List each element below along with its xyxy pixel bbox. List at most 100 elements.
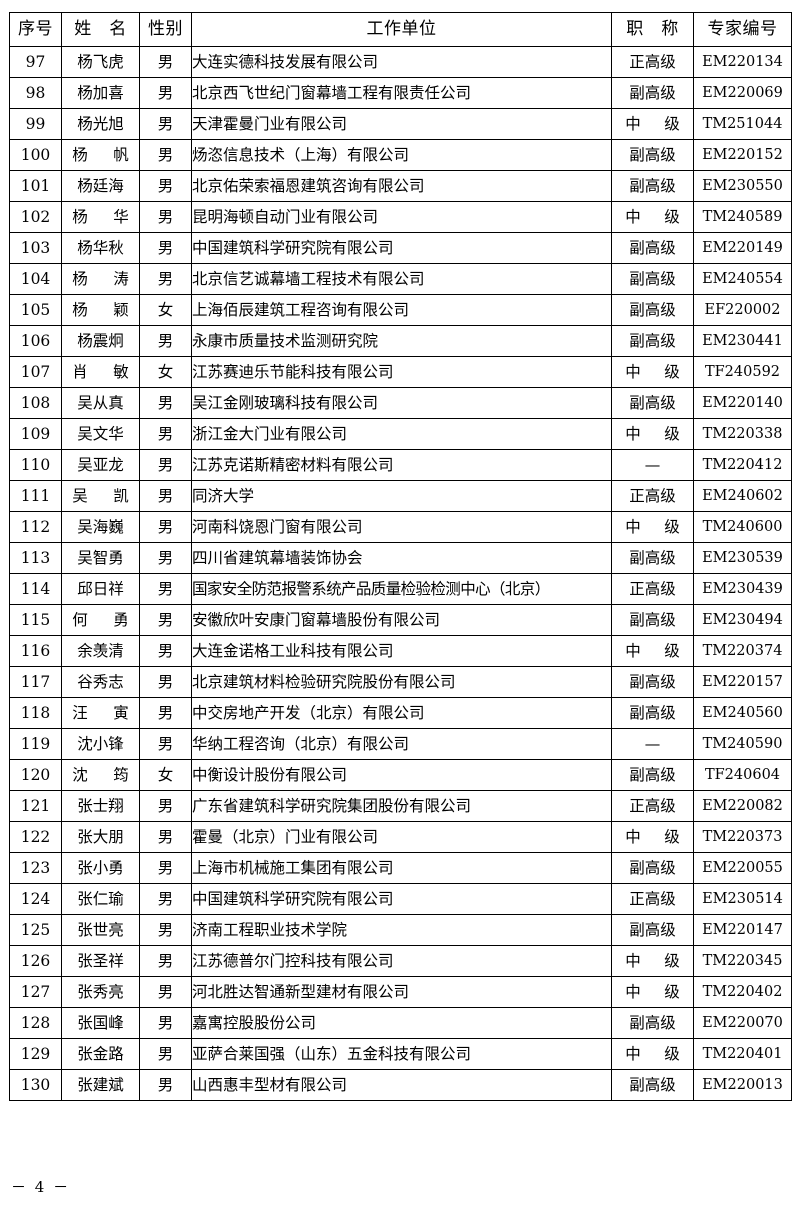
cell-title: 正高级 [611, 480, 694, 512]
cell-seq: 100 [9, 139, 62, 171]
cell-seq: 127 [9, 976, 62, 1008]
header-row: 序号 姓 名 性别 工作单位 职 称 专家编号 [9, 12, 792, 47]
cell-name: 沈 筠 [61, 759, 140, 791]
cell-title: 中 级 [611, 821, 694, 853]
table-row: 109 吴文华男浙江金大门业有限公司中 级 TM220338 [9, 418, 792, 450]
cell-name: 杨廷海 [61, 170, 140, 202]
table-row: 129 张金路男亚萨合莱国强（山东）五金科技有限公司中 级 TM220401 [9, 1038, 792, 1070]
table-row: 99 杨光旭男天津霍曼门业有限公司中 级 TM251044 [9, 108, 792, 140]
cell-title: 副高级 [611, 77, 694, 109]
cell-title: 中 级 [611, 418, 694, 450]
cell-name: 吴从真 [61, 387, 140, 419]
cell-gender: 女 [139, 759, 192, 791]
table-row: 125 张世亮男济南工程职业技术学院 副高级 EM220147 [9, 914, 792, 946]
cell-seq: 130 [9, 1069, 62, 1101]
cell-gender: 男 [139, 511, 192, 543]
table-row: 103 杨华秋男中国建筑科学研究院有限公司 副高级 EM220149 [9, 232, 792, 264]
cell-title: 副高级 [611, 759, 694, 791]
cell-org: 中交房地产开发（北京）有限公司 [191, 697, 612, 729]
cell-seq: 99 [9, 108, 62, 140]
cell-seq: 128 [9, 1007, 62, 1039]
cell-gender: 男 [139, 635, 192, 667]
cell-code: EM230441 [693, 325, 792, 357]
cell-seq: 126 [9, 945, 62, 977]
cell-gender: 男 [139, 480, 192, 512]
cell-org: 江苏德普尔门控科技有限公司 [191, 945, 612, 977]
cell-name: 杨飞虎 [61, 46, 140, 78]
column-header-title: 职 称 [611, 12, 694, 47]
cell-seq: 122 [9, 821, 62, 853]
cell-name: 张圣祥 [61, 945, 140, 977]
cell-gender: 男 [139, 232, 192, 264]
cell-org: 广东省建筑科学研究院集团股份有限公司 [191, 790, 612, 822]
cell-code: EM220082 [693, 790, 792, 822]
cell-title: 副高级 [611, 325, 694, 357]
cell-org: 上海市机械施工集团有限公司 [191, 852, 612, 884]
cell-title: 副高级 [611, 1069, 694, 1101]
cell-title: 副高级 [611, 852, 694, 884]
cell-org: 江苏赛迪乐节能科技有限公司 [191, 356, 612, 388]
table-row: 128 张国峰男嘉寓控股股份公司 副高级 EM220070 [9, 1007, 792, 1039]
cell-code: EM230539 [693, 542, 792, 574]
cell-org: 华纳工程咨询（北京）有限公司 [191, 728, 612, 760]
cell-name: 余羡清 [61, 635, 140, 667]
cell-seq: 102 [9, 201, 62, 233]
cell-seq: 118 [9, 697, 62, 729]
cell-code: TF240592 [693, 356, 792, 388]
cell-title: 中 级 [611, 356, 694, 388]
cell-title: 副高级 [611, 263, 694, 295]
cell-org: 北京信艺诚幕墙工程技术有限公司 [191, 263, 612, 295]
cell-name: 张世亮 [61, 914, 140, 946]
cell-org: 大连实德科技发展有限公司 [191, 46, 612, 78]
cell-gender: 男 [139, 666, 192, 698]
table-row: 117 谷秀志男北京建筑材料检验研究院股份有限公司 副高级 EM220157 [9, 666, 792, 698]
cell-name: 邱日祥 [61, 573, 140, 605]
cell-gender: 男 [139, 108, 192, 140]
cell-org: 吴江金刚玻璃科技有限公司 [191, 387, 612, 419]
cell-gender: 男 [139, 77, 192, 109]
cell-gender: 男 [139, 46, 192, 78]
table-row: 114 邱日祥男国家安全防范报警系统产品质量检验检测中心（北京） 正高级 EM2304… [9, 573, 792, 605]
cell-name: 何 勇 [61, 604, 140, 636]
table-row: 110 吴亚龙男江苏克诺斯精密材料有限公司 — TM220412 [9, 449, 792, 481]
cell-title: 副高级 [611, 139, 694, 171]
cell-org: 霍曼（北京）门业有限公司 [191, 821, 612, 853]
column-header-gender: 性别 [139, 12, 192, 47]
table-row: 104 杨 涛男北京信艺诚幕墙工程技术有限公司 副高级 EM240554 [9, 263, 792, 295]
table-row: 98 杨加喜男北京西飞世纪门窗幕墙工程有限责任公司 副高级 EM220069 [9, 77, 792, 109]
cell-name: 沈小锋 [61, 728, 140, 760]
cell-name: 吴智勇 [61, 542, 140, 574]
cell-gender: 男 [139, 728, 192, 760]
cell-title: 副高级 [611, 170, 694, 202]
cell-code: EM220134 [693, 46, 792, 78]
cell-name: 肖 敏 [61, 356, 140, 388]
cell-seq: 119 [9, 728, 62, 760]
table-row: 102 杨 华男昆明海顿自动门业有限公司中 级 TM240589 [9, 201, 792, 233]
cell-org: 江苏克诺斯精密材料有限公司 [191, 449, 612, 481]
cell-name: 张国峰 [61, 1007, 140, 1039]
table-row: 124 张仁瑜男中国建筑科学研究院有限公司 正高级 EM230514 [9, 883, 792, 915]
table-row: 113 吴智勇男四川省建筑幕墙装饰协会 副高级 EM230539 [9, 542, 792, 574]
cell-org: 上海佰辰建筑工程咨询有限公司 [191, 294, 612, 326]
cell-title: 中 级 [611, 511, 694, 543]
cell-title: 副高级 [611, 604, 694, 636]
cell-name: 吴亚龙 [61, 449, 140, 481]
cell-title: 副高级 [611, 294, 694, 326]
cell-name: 杨 颖 [61, 294, 140, 326]
cell-org: 大连金诺格工业科技有限公司 [191, 635, 612, 667]
cell-name: 杨华秋 [61, 232, 140, 264]
table-row: 97 杨飞虎男大连实德科技发展有限公司 正高级 EM220134 [9, 46, 792, 78]
cell-code: TM251044 [693, 108, 792, 140]
cell-gender: 男 [139, 883, 192, 915]
cell-seq: 97 [9, 46, 62, 78]
cell-org: 河北胜达智通新型建材有限公司 [191, 976, 612, 1008]
cell-org: 中衡设计股份有限公司 [191, 759, 612, 791]
cell-seq: 125 [9, 914, 62, 946]
cell-gender: 女 [139, 356, 192, 388]
cell-title: 副高级 [611, 387, 694, 419]
cell-name: 张大朋 [61, 821, 140, 853]
cell-code: TM220402 [693, 976, 792, 1008]
cell-code: EF220002 [693, 294, 792, 326]
cell-code: TM220401 [693, 1038, 792, 1070]
